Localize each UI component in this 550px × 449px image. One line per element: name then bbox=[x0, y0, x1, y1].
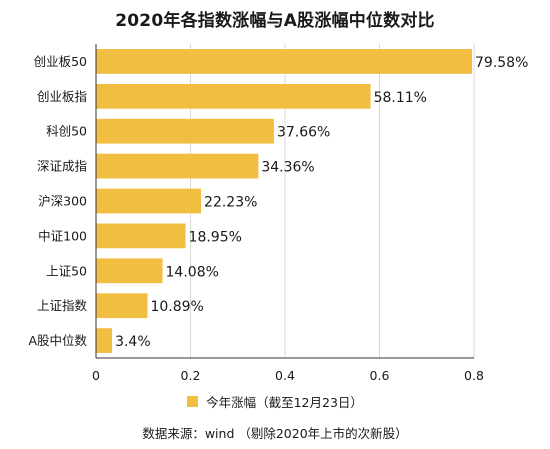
legend-swatch bbox=[187, 396, 199, 407]
value-label: 37.66% bbox=[277, 125, 330, 141]
x-tick-label: 0.4 bbox=[275, 368, 295, 383]
chart-legend: 今年涨幅（截至12月23日） bbox=[0, 392, 550, 411]
x-tick-label: 0.2 bbox=[181, 368, 201, 383]
category-label: 沪深300 bbox=[38, 194, 87, 209]
legend-label: 今年涨幅（截至12月23日） bbox=[206, 395, 363, 410]
value-label: 34.36% bbox=[261, 160, 314, 176]
value-label: 10.89% bbox=[150, 299, 203, 315]
bar bbox=[96, 153, 259, 179]
x-tick-label: 0.8 bbox=[464, 368, 484, 383]
category-label: 创业板50 bbox=[34, 54, 87, 69]
value-label: 79.58% bbox=[475, 55, 528, 71]
bar bbox=[96, 188, 202, 214]
value-label: 22.23% bbox=[204, 195, 257, 211]
category-label: 创业板指 bbox=[37, 89, 87, 104]
category-label: A股中位数 bbox=[28, 333, 87, 348]
bar bbox=[96, 118, 274, 144]
x-tick-label: 0 bbox=[92, 368, 100, 383]
chart-title: 2020年各指数涨幅与A股涨幅中位数对比 bbox=[115, 11, 435, 31]
x-tick-label: 0.6 bbox=[370, 368, 390, 383]
value-label: 14.08% bbox=[166, 264, 219, 280]
bar bbox=[96, 223, 186, 249]
category-label: 上证50 bbox=[46, 263, 87, 278]
category-label: 深证成指 bbox=[37, 159, 87, 174]
bar bbox=[96, 328, 113, 353]
value-label: 3.4% bbox=[115, 334, 151, 350]
category-label: 中证100 bbox=[38, 228, 87, 243]
value-label: 58.11% bbox=[374, 90, 427, 106]
bar bbox=[96, 83, 371, 109]
bar bbox=[96, 49, 473, 74]
bar bbox=[96, 258, 163, 284]
value-label: 18.95% bbox=[189, 229, 242, 245]
source-note: 数据来源：wind （剔除2020年上市的次新股） bbox=[142, 426, 408, 441]
bar bbox=[96, 293, 148, 319]
category-label: 科创50 bbox=[46, 124, 87, 139]
category-label: 上证指数 bbox=[37, 298, 88, 313]
